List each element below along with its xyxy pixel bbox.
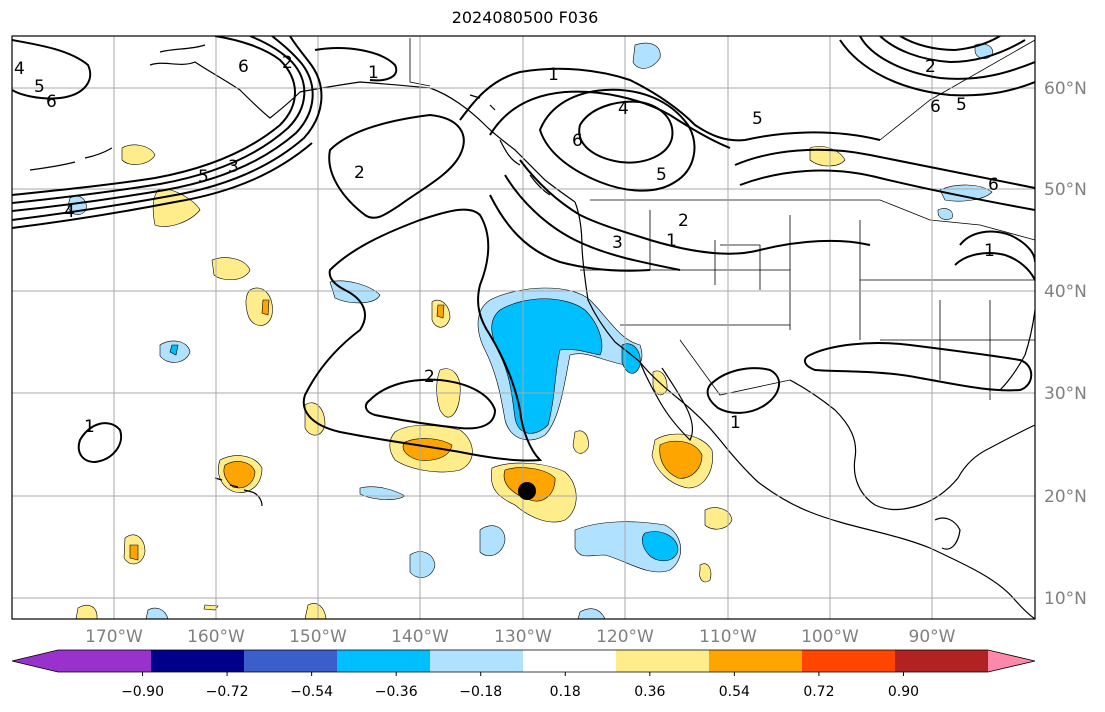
contour-label: 6: [238, 57, 249, 77]
colorbar-tick-label: −0.54: [290, 684, 333, 700]
lon-label: 150°W: [289, 627, 347, 647]
lat-label: 60°N: [1044, 79, 1087, 99]
contour-label: 2: [424, 367, 435, 387]
contour-label: 2: [678, 211, 689, 231]
lat-label: 30°N: [1044, 384, 1087, 404]
contour-label: 6: [572, 131, 583, 151]
baja-peninsula: [639, 361, 694, 442]
colorbar-outline: [11, 649, 1036, 673]
colorbar-tick-label: −0.36: [375, 684, 418, 700]
storm-position-marker: [518, 482, 536, 500]
colorbar-segment: [244, 650, 337, 672]
gulf-coast: [789, 379, 1035, 511]
colorbar-segment: [337, 650, 430, 672]
contour-label: 5: [752, 109, 763, 129]
contour-label: 5: [198, 167, 209, 187]
contour-label: 1: [730, 413, 741, 433]
latitude-labels: 60°N 50°N 40°N 30°N 20°N 10°N: [1044, 79, 1087, 609]
contour-label: 6: [46, 92, 57, 112]
contour-lines: [12, 36, 1035, 464]
colorbar-tick-label: 0.54: [719, 684, 750, 700]
contour-label: 1: [368, 63, 379, 83]
lat-label: 10°N: [1044, 589, 1087, 609]
contour-label: 1: [666, 231, 677, 251]
colorbar-tick-label: −0.18: [459, 684, 502, 700]
longitude-labels: 170°W 160°W 150°W 140°W 130°W 120°W 110°…: [85, 627, 956, 647]
contour-labels: 5 6 4 6 2 1 3 5 4 2 1 4 6 5 5 3 1 2 2 6 …: [14, 53, 999, 437]
colorbar: −0.90 −0.72 −0.54 −0.36 −0.18 0.18 0.36 0.54 0.7…: [11, 649, 1036, 700]
negative-anomaly-south-core: [641, 531, 679, 562]
coastlines: [29, 44, 1035, 619]
colorbar-tick-label: 0.36: [634, 684, 665, 700]
contour-label: 1: [84, 417, 95, 437]
colorbar-tick-label: 0.72: [803, 684, 834, 700]
lon-label: 130°W: [494, 627, 552, 647]
contour-label: 4: [64, 202, 75, 222]
lon-label: 160°W: [187, 627, 245, 647]
colorbar-segment: [709, 650, 802, 672]
colorbar-segment: [895, 650, 988, 672]
contour-label: 5: [656, 165, 667, 185]
lat-label: 50°N: [1044, 180, 1087, 200]
colorbar-segment: [523, 650, 616, 672]
colorbar-tick-label: −0.90: [121, 684, 164, 700]
colorbar-segment: [430, 650, 523, 672]
contour-label: 1: [984, 241, 995, 261]
lon-label: 120°W: [596, 627, 654, 647]
map-title: 2024080500 F036: [451, 8, 599, 27]
contour-label: 1: [548, 65, 559, 85]
colorbar-tick-label: 0.90: [888, 684, 919, 700]
contour-label: 3: [612, 233, 623, 253]
lon-label: 140°W: [391, 627, 449, 647]
contour-label: 6: [988, 175, 999, 195]
contour-label: 5: [956, 95, 967, 115]
contour-label: 2: [282, 53, 293, 73]
negative-anomaly-dark: [491, 298, 603, 434]
shaded-anomalies: [67, 42, 993, 619]
west-coast: [574, 201, 931, 549]
contour-label: 4: [14, 59, 25, 79]
colorbar-extend-high: [988, 650, 1035, 672]
lon-label: 170°W: [85, 627, 143, 647]
lon-label: 110°W: [699, 627, 757, 647]
contour-label: 2: [354, 163, 365, 183]
contour-label: 5: [34, 77, 45, 97]
colorbar-segment: [802, 650, 895, 672]
colorbar-segment: [58, 650, 151, 672]
colorbar-tick-label: −0.72: [206, 684, 249, 700]
colorbar-segment: [616, 650, 709, 672]
colorbar-tick-label: 0.18: [550, 684, 581, 700]
contour-label: 3: [228, 157, 239, 177]
lon-label: 100°W: [801, 627, 859, 647]
colorbar-extend-low: [12, 650, 58, 672]
map-frame: [11, 35, 1036, 620]
contour-label: 6: [930, 97, 941, 117]
lat-label: 20°N: [1044, 487, 1087, 507]
lon-label: 90°W: [909, 627, 956, 647]
lat-label: 40°N: [1044, 282, 1087, 302]
colorbar-segment: [151, 650, 244, 672]
contour-label: 4: [618, 99, 629, 119]
contour-label: 2: [925, 57, 936, 77]
